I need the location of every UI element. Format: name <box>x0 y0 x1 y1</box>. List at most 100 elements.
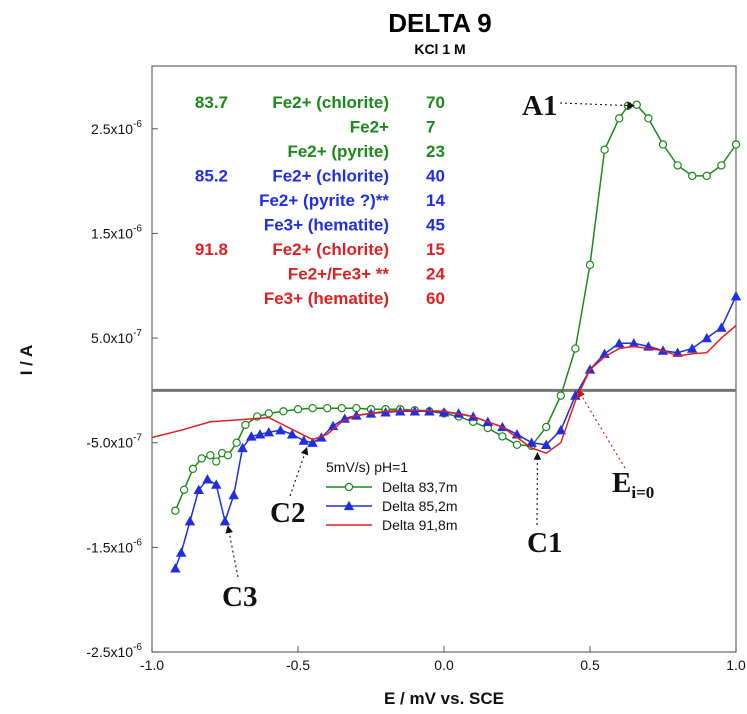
table-value: 14 <box>426 191 445 210</box>
data-point-1 <box>286 429 298 439</box>
y-tick-label: -5.0x10-7 <box>86 433 142 451</box>
data-point-1 <box>453 408 464 418</box>
data-point-1 <box>526 437 537 447</box>
data-point-1 <box>628 338 639 348</box>
table-value: 24 <box>426 265 445 284</box>
data-point-0 <box>658 140 668 149</box>
data-point-1 <box>228 489 239 500</box>
callout-label: C1 <box>527 527 562 559</box>
table-value: 7 <box>426 118 435 137</box>
legend-marker <box>343 500 355 511</box>
axis-ticks: -1.0 -0.5 0.0 0.5 1.0 2.5x10-6 1.5x10-6 5.0x10-… <box>86 119 746 673</box>
series-line-2 <box>151 324 737 455</box>
table-species: Fe3+ (hematite) <box>264 289 389 308</box>
table-value: 45 <box>426 216 445 235</box>
data-point-0 <box>212 457 221 466</box>
table-species: Fe2+ (pyrite) <box>287 142 389 161</box>
data-point-1 <box>193 484 204 494</box>
callout-arrow <box>225 525 239 578</box>
table-species: Fe2+ (pyrite ?)** <box>259 191 389 210</box>
table-species: Fe3+ (hematite) <box>264 216 389 235</box>
data-point-0 <box>188 464 198 474</box>
data-point-1 <box>339 413 350 423</box>
data-point-0 <box>197 454 206 463</box>
data-point-0 <box>264 409 273 418</box>
data-point-0 <box>337 403 346 413</box>
y-tick-label: -1.5x10-6 <box>86 537 142 555</box>
data-point-0 <box>632 100 641 109</box>
data-point-0 <box>702 171 712 181</box>
data-point-1 <box>263 427 274 437</box>
data-point-1 <box>307 437 318 447</box>
data-point-1 <box>184 515 196 526</box>
data-point-0 <box>498 432 507 441</box>
y-tick-label: 1.5x10-6 <box>91 223 142 241</box>
annotation-table: 83.7 Fe2+ (chlorite) 70 Fe2+ 7 Fe2+ (pyrite) 2… <box>195 93 446 308</box>
data-point-0 <box>232 438 241 447</box>
data-point-1 <box>687 343 698 353</box>
table-value: 40 <box>426 167 445 186</box>
callout-arrow <box>577 389 626 469</box>
y-tick-label: 5.0x10-7 <box>91 328 142 346</box>
data-point-1 <box>614 338 625 348</box>
data-point-1 <box>275 424 286 435</box>
data-point-0 <box>673 161 682 170</box>
table-depth: 91.8 <box>195 240 228 259</box>
data-point-1 <box>202 474 213 484</box>
data-point-1 <box>541 439 552 449</box>
table-value: 60 <box>426 289 445 308</box>
data-point-1 <box>730 291 742 301</box>
data-point-0 <box>731 140 741 149</box>
chart-subtitle: KCl 1 M <box>414 41 465 57</box>
y-axis-label: I / A <box>17 345 36 376</box>
data-point-0 <box>644 114 653 123</box>
data-point-0 <box>585 260 595 270</box>
data-point-1 <box>555 424 566 435</box>
data-point-1 <box>211 479 222 489</box>
table-depth: 83.7 <box>195 93 228 112</box>
table-species: Fe2+/Fe3+ ** <box>288 265 390 284</box>
data-point-1 <box>298 435 310 445</box>
legend: 5mV/s) pH=1 Delta 83,7m Delta 85,2m Delta 9… <box>326 459 457 533</box>
chart-title: DELTA 9 <box>388 8 492 38</box>
data-point-0 <box>571 344 580 353</box>
callout-arrow <box>559 101 635 110</box>
data-point-0 <box>556 391 566 400</box>
x-axis-label: E / mV vs. SCE <box>384 689 504 708</box>
callout-label: C2 <box>270 497 305 529</box>
data-point-0 <box>323 403 332 413</box>
table-species: Fe2+ (chlorite) <box>272 240 389 259</box>
data-point-0 <box>171 506 180 515</box>
callout-label: C3 <box>222 581 257 613</box>
data-point-1 <box>219 515 231 526</box>
data-point-0 <box>241 420 250 430</box>
data-point-1 <box>237 442 248 453</box>
data-point-0 <box>206 451 215 460</box>
data-point-0 <box>179 485 189 495</box>
data-point-1 <box>254 429 266 439</box>
table-species: Fe2+ (chlorite) <box>272 167 389 186</box>
data-point-0 <box>223 451 233 460</box>
data-point-1 <box>716 322 727 332</box>
legend-title: 5mV/s) pH=1 <box>326 459 408 475</box>
legend-entry: Delta 91,8m <box>382 517 457 533</box>
data-point-1 <box>246 431 257 441</box>
x-tick-label: -1.0 <box>140 657 164 673</box>
data-point-0 <box>717 161 726 170</box>
table-value: 15 <box>426 240 445 259</box>
table-depth: 85.2 <box>195 167 228 186</box>
table-value: 70 <box>426 93 445 112</box>
table-species: Fe2+ (chlorite) <box>272 93 389 112</box>
callout-arrow <box>289 446 309 497</box>
data-point-0 <box>542 422 551 432</box>
data-point-0 <box>308 403 317 413</box>
x-tick-label: 0.0 <box>434 657 454 673</box>
data-point-1 <box>701 332 712 343</box>
table-species: Fe2+ <box>350 118 389 137</box>
data-point-1 <box>176 547 187 557</box>
data-point-0 <box>600 145 609 154</box>
legend-marker <box>344 482 354 492</box>
data-point-0 <box>688 171 697 181</box>
x-tick-label: -0.5 <box>286 657 310 673</box>
